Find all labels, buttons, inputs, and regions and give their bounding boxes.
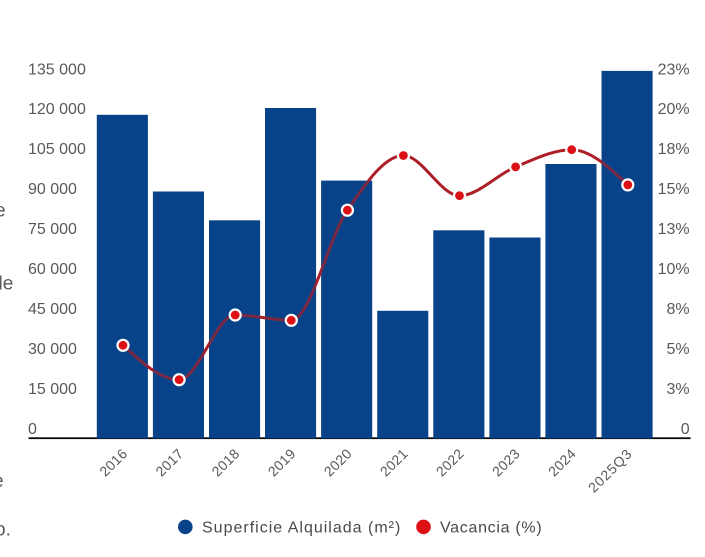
svg-text:e: e xyxy=(0,201,6,222)
svg-text:3%: 3% xyxy=(666,381,689,398)
svg-text:45 000: 45 000 xyxy=(28,301,77,318)
svg-text:8%: 8% xyxy=(666,301,689,318)
svg-text:75 000: 75 000 xyxy=(28,221,77,238)
svg-text:60 000: 60 000 xyxy=(28,261,77,278)
svg-text:90 000: 90 000 xyxy=(28,181,77,198)
svg-text:0: 0 xyxy=(681,421,690,438)
svg-text:Vacancia (%): Vacancia (%) xyxy=(440,519,542,536)
svg-text:20%: 20% xyxy=(658,101,690,118)
svg-text:o.: o. xyxy=(0,520,11,541)
svg-text:10%: 10% xyxy=(658,261,690,278)
svg-text:5%: 5% xyxy=(666,341,689,358)
svg-text:13%: 13% xyxy=(658,221,690,238)
svg-text:le: le xyxy=(0,274,13,295)
svg-text:18%: 18% xyxy=(658,141,690,158)
svg-text:105 000: 105 000 xyxy=(28,141,86,158)
svg-text:0: 0 xyxy=(28,421,37,438)
svg-text:15 000: 15 000 xyxy=(28,381,77,398)
svg-text:Superficie Alquilada (m²): Superficie Alquilada (m²) xyxy=(202,519,401,536)
svg-text:15%: 15% xyxy=(658,181,690,198)
svg-text:23%: 23% xyxy=(658,61,690,78)
svg-text:30 000: 30 000 xyxy=(28,341,77,358)
svg-text:120 000: 120 000 xyxy=(28,101,86,118)
svg-text:135 000: 135 000 xyxy=(28,61,86,78)
svg-text:e: e xyxy=(0,471,4,492)
